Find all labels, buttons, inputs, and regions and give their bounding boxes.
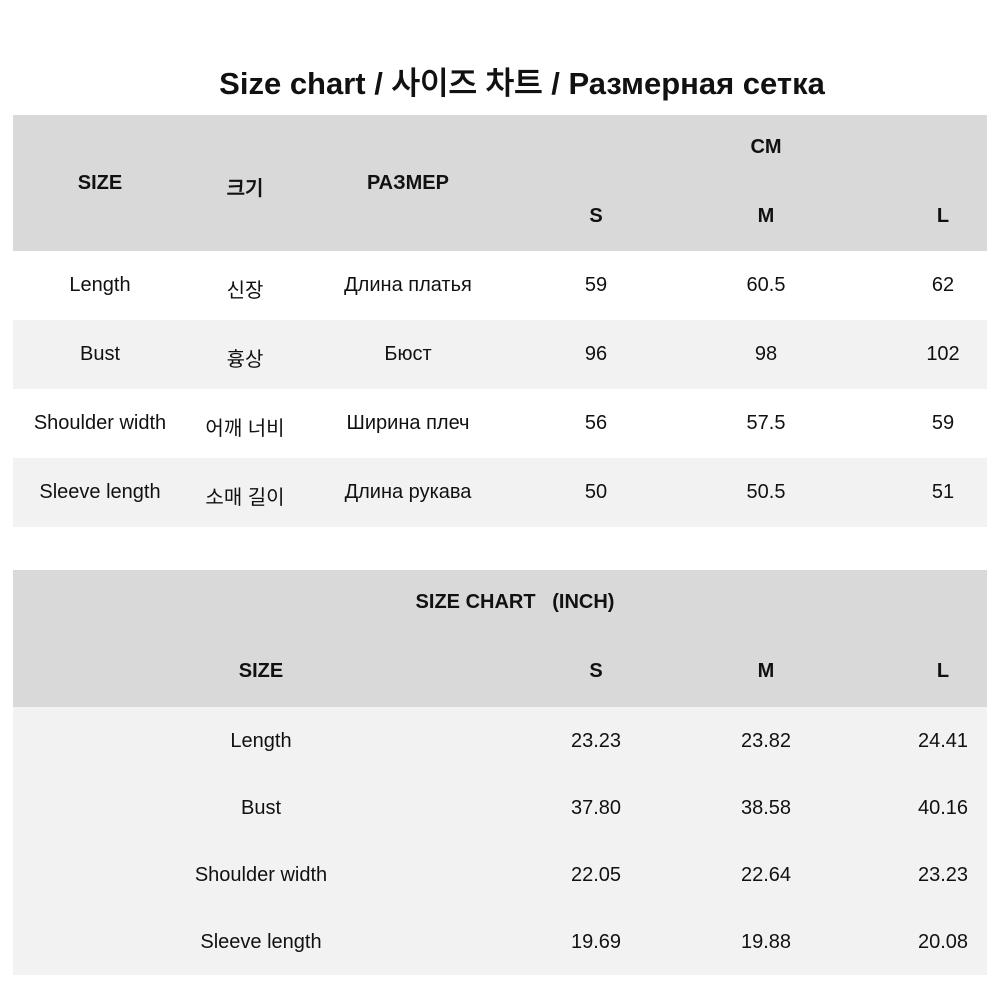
value-cell: 23.23 <box>570 730 622 752</box>
value-cell: 19.88 <box>740 931 792 953</box>
header-cell: РАЗМЕР <box>367 172 449 194</box>
value-cell: 22.64 <box>740 864 792 886</box>
row-label: Length <box>230 730 292 752</box>
value-cell: 102 <box>926 343 960 365</box>
value-cell: 59 <box>931 412 955 434</box>
row-label-ko: 어깨 너비 <box>205 418 285 440</box>
value-cell: 20.08 <box>917 931 969 953</box>
inch-size-table: SIZE CHART (INCH) SIZE S M L Length 23.23 23.82… <box>13 570 987 975</box>
table-row <box>13 389 987 458</box>
row-label-en: Length <box>69 274 131 296</box>
value-cell: 57.5 <box>746 412 786 434</box>
value-cell: 51 <box>931 481 955 503</box>
value-cell: 96 <box>584 343 608 365</box>
table-row <box>13 251 987 320</box>
value-cell: 22.05 <box>570 864 622 886</box>
value-cell: 23.82 <box>740 730 792 752</box>
value-cell: 60.5 <box>746 274 786 296</box>
row-label-en: Shoulder width <box>33 412 167 434</box>
row-label-ru: Длина платья <box>344 274 472 296</box>
value-cell: 38.58 <box>740 797 792 819</box>
header-cell: SIZE <box>77 172 123 194</box>
value-cell: 40.16 <box>917 797 969 819</box>
table-body <box>13 707 987 975</box>
table-header <box>13 570 987 707</box>
row-label-ru: Длина рукава <box>344 481 472 503</box>
row-label: Sleeve length <box>200 931 322 953</box>
size-header: M <box>757 205 775 227</box>
size-header: SIZE <box>238 660 284 682</box>
size-header: L <box>936 660 950 682</box>
value-cell: 24.41 <box>917 730 969 752</box>
row-label: Shoulder width <box>194 864 328 886</box>
value-cell: 59 <box>584 274 608 296</box>
value-cell: 23.23 <box>917 864 969 886</box>
row-label-ko: 흉상 <box>226 349 264 371</box>
header-cell: 크기 <box>226 178 264 200</box>
size-header: S <box>589 660 603 682</box>
value-cell: 37.80 <box>570 797 622 819</box>
value-cell: 50.5 <box>746 481 786 503</box>
row-label-en: Bust <box>79 343 121 365</box>
row-label-ko: 신장 <box>226 280 264 302</box>
inch-table-title: SIZE CHART (INCH) <box>415 591 615 613</box>
row-label-ru: Ширина плеч <box>346 412 470 434</box>
size-header: M <box>757 660 775 682</box>
page-title: Size chart / 사이즈 차트 / Размерная сетка <box>219 66 825 101</box>
value-cell: 19.69 <box>570 931 622 953</box>
size-header: S <box>589 205 603 227</box>
row-label-en: Sleeve length <box>39 481 161 503</box>
table-row <box>13 320 987 389</box>
size-header: L <box>936 205 950 227</box>
row-label: Bust <box>240 797 282 819</box>
cm-size-table: SIZE 크기 РАЗМЕР CM S M L Length 신장 Длина платья 59 6… <box>13 115 987 528</box>
value-cell: 98 <box>754 343 778 365</box>
value-cell: 56 <box>584 412 608 434</box>
table-header <box>13 115 987 251</box>
unit-header: CM <box>750 136 782 158</box>
value-cell: 50 <box>584 481 608 503</box>
row-label-ru: Бюст <box>384 343 432 365</box>
row-label-ko: 소매 길이 <box>205 487 285 509</box>
value-cell: 62 <box>931 274 955 296</box>
table-row <box>13 458 987 527</box>
